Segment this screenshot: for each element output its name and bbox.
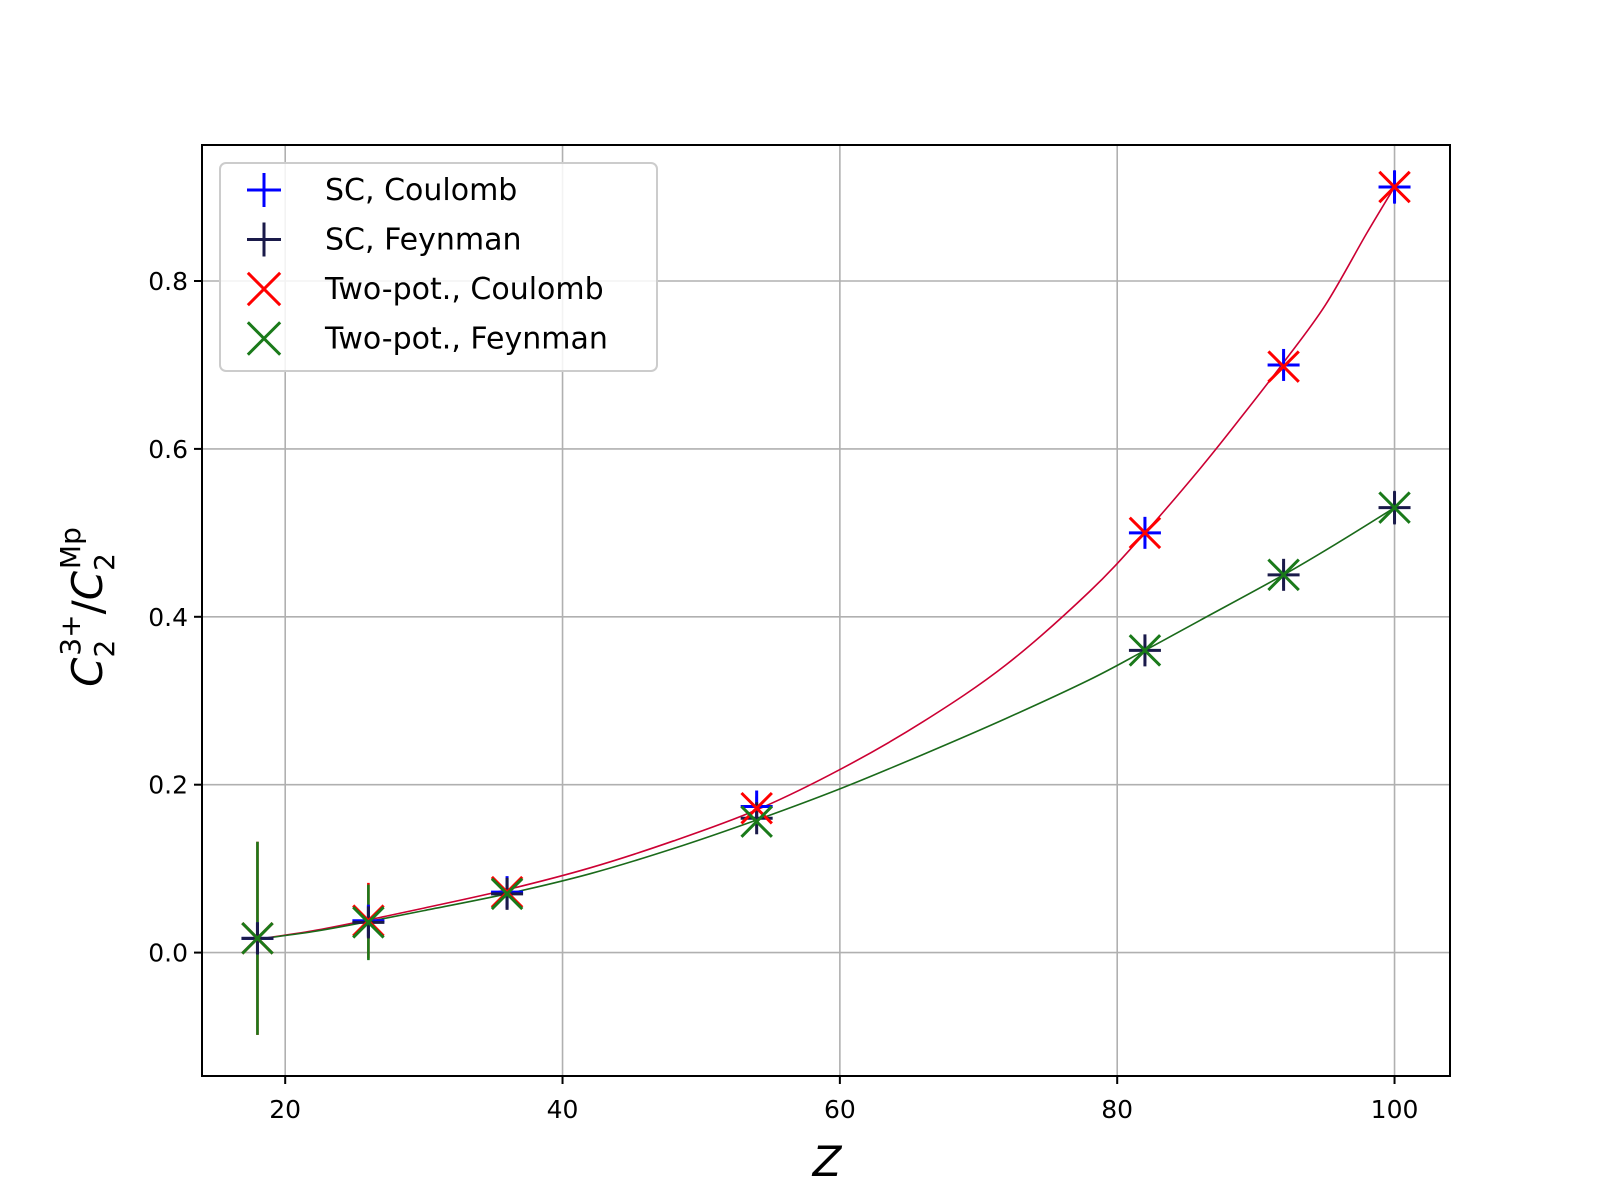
grid <box>202 145 1450 1076</box>
marker-x <box>1378 170 1411 204</box>
legend-marker <box>246 321 282 356</box>
legend-label: Two-pot., Feynman <box>324 322 608 357</box>
y-label-sup2: Mp <box>54 527 87 569</box>
marker-x-d2 <box>1378 491 1411 524</box>
marker-x <box>241 922 274 955</box>
y-tick-label: 0.6 <box>148 435 188 464</box>
marker-x <box>740 805 773 838</box>
marker-x-d2 <box>1378 170 1411 204</box>
y-tick-label: 0.8 <box>148 267 188 296</box>
y-tick-label: 0.4 <box>148 603 188 632</box>
legend-marker-d2 <box>246 321 282 356</box>
marker-x-d2 <box>740 805 773 838</box>
legend-marker <box>247 222 281 257</box>
marker-x <box>740 791 773 825</box>
marker-x <box>490 877 524 911</box>
y-label-base: C <box>63 657 112 687</box>
legend-marker <box>246 271 282 307</box>
legend-marker <box>247 173 281 207</box>
marker-x-d2 <box>1128 634 1162 667</box>
y-label-sup1: 3+ <box>54 614 87 655</box>
y-label-base2: C <box>63 570 112 600</box>
fit-curve <box>257 506 1395 940</box>
y-label-slash: / <box>63 599 112 614</box>
marker-x <box>352 906 385 939</box>
y-axis-label: C23+/C2Mp <box>54 527 121 687</box>
data-markers <box>241 170 1411 955</box>
plot-frame <box>201 144 1451 1077</box>
marker-x-d2 <box>1267 350 1300 383</box>
marker-x-d2 <box>241 922 274 955</box>
marker-x-d2 <box>1267 558 1300 592</box>
marker-x <box>1267 558 1300 592</box>
legend-label: SC, Coulomb <box>325 173 517 208</box>
y-tick-label: 0.2 <box>148 771 188 800</box>
marker-x-d2 <box>1128 516 1162 550</box>
legend: SC, Coulomb SC, Feynman Two-pot., Coulomb T… <box>219 162 658 372</box>
y-label-sub2: 2 <box>88 553 121 571</box>
x-tick-label: 60 <box>824 1095 856 1124</box>
marker-x <box>1128 634 1162 667</box>
x-axis-label: Z <box>812 1137 843 1186</box>
x-tick-label: 100 <box>1371 1095 1419 1124</box>
marker-x-d2 <box>352 906 385 939</box>
legend-box <box>219 162 658 372</box>
x-tick-label: 20 <box>269 1095 301 1124</box>
marker-x-d2 <box>740 791 773 825</box>
legend-label: SC, Feynman <box>325 223 522 258</box>
y-label-sub1: 2 <box>88 640 121 658</box>
marker-x-d2 <box>490 877 524 911</box>
y-tick-label: 0.0 <box>148 939 188 968</box>
marker-x <box>1378 491 1411 524</box>
marker-x <box>1267 350 1300 383</box>
legend-marker-d2 <box>246 271 282 307</box>
x-tick-label: 80 <box>1101 1095 1133 1124</box>
svg-text:C23+/C2Mp: C23+/C2Mp <box>54 527 121 687</box>
axis-ticks: 20 40 60 80 100 0.0 0.2 0.4 0.6 0.8 <box>148 267 1418 1124</box>
marker-x <box>1128 516 1162 550</box>
x-tick-label: 40 <box>547 1095 579 1124</box>
legend-label: Two-pot., Coulomb <box>324 272 604 307</box>
